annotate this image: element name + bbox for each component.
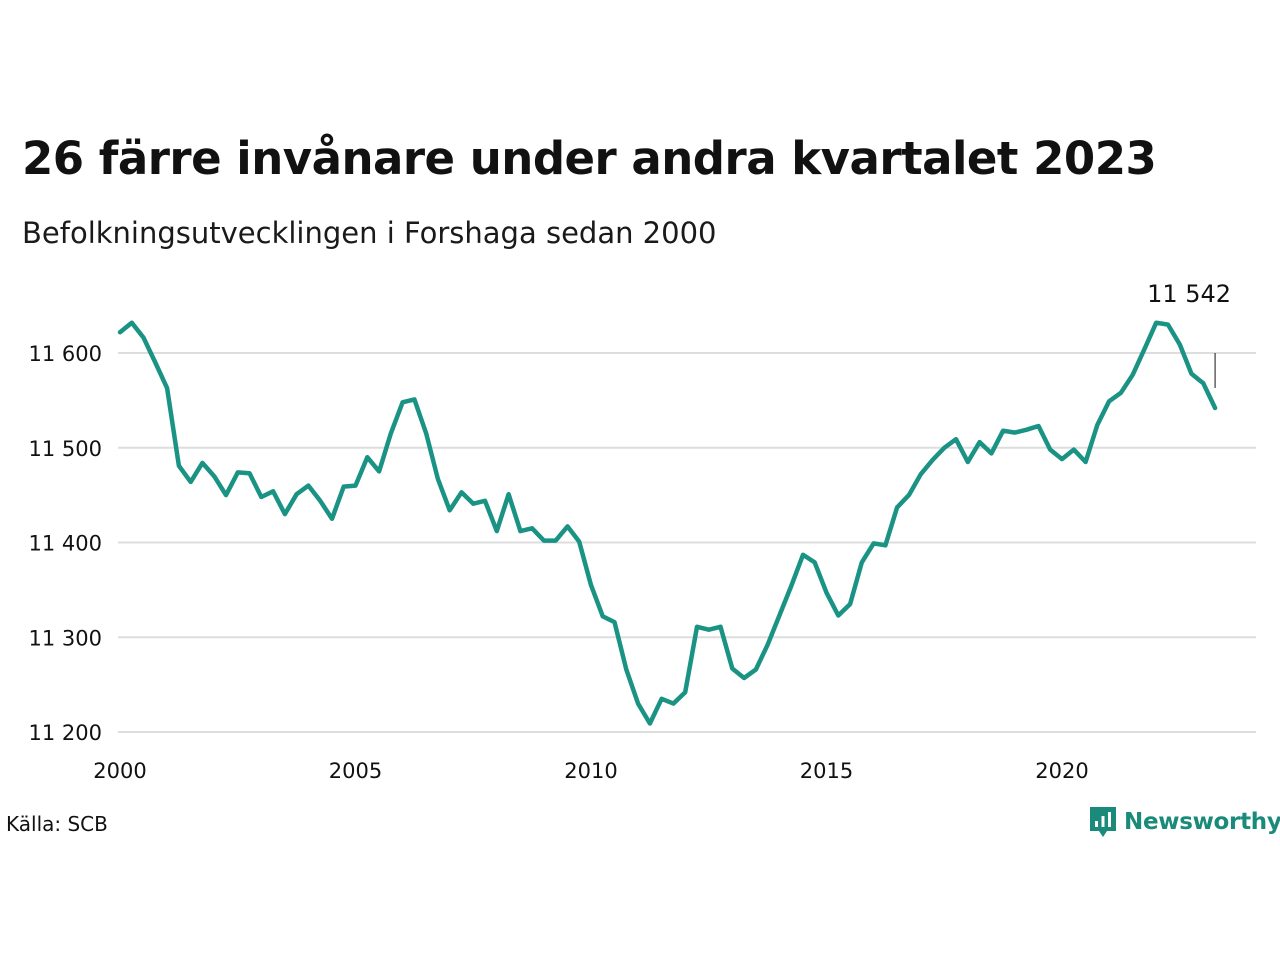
x-axis-ticks: 2000 2005 2010 2015 2020	[93, 759, 1088, 783]
y-tick-label: 11 200	[29, 721, 102, 745]
population-line	[117, 320, 1218, 726]
x-tick-label: 2000	[93, 759, 146, 783]
x-tick-label: 2020	[1035, 759, 1088, 783]
x-tick-label: 2015	[800, 759, 853, 783]
gridlines	[118, 352, 1256, 733]
y-axis-ticks: 11 200 11 300 11 400 11 500 11 600	[29, 342, 102, 745]
x-tick-label: 2010	[564, 759, 617, 783]
chart-title: 26 färre invånare under andra kvartalet …	[22, 132, 1157, 185]
source-note: Källa: SCB	[6, 812, 108, 836]
chart-subtitle: Befolkningsutvecklingen i Forshaga sedan…	[22, 216, 717, 250]
brand-name: Newsworthy	[1124, 809, 1280, 835]
x-tick-label: 2005	[329, 759, 382, 783]
y-tick-label: 11 500	[29, 437, 102, 461]
brand-logo[interactable]: Newsworthy	[1088, 804, 1280, 840]
y-tick-label: 11 300	[29, 626, 102, 650]
bar-chart-bubble-icon	[1090, 807, 1116, 837]
last-value-label: 11 542	[1147, 280, 1231, 308]
y-tick-label: 11 400	[29, 532, 102, 556]
y-tick-label: 11 600	[29, 342, 102, 366]
